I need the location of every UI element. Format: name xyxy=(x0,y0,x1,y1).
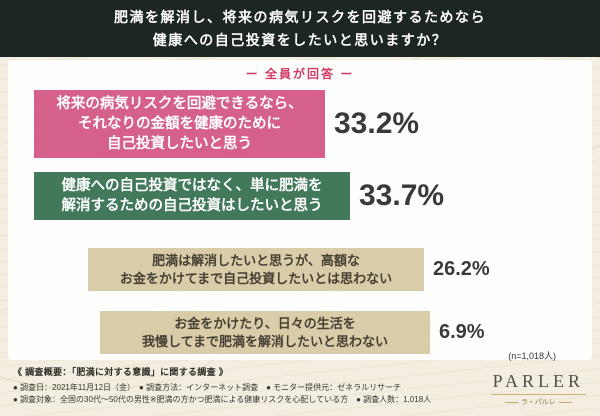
question-line-1: 肥満を解消し、将来の病気リスクを回避するためなら xyxy=(114,9,486,25)
logo-subtitle-text: ラ・パルレ xyxy=(520,399,556,406)
survey-overview-title: 《 調査概要：「肥満に対する意識」に関する調査 》 xyxy=(13,367,229,377)
bar-label-invest-for-health: 将来の病気リスクを回避できるなら、 それなりの金額を健康のために 自己投資したい… xyxy=(34,90,325,158)
chart-row-invest-for-health: 将来の病気リスクを回避できるなら、 それなりの金額を健康のために 自己投資したい… xyxy=(34,90,490,158)
respondent-label: ー 全員が回答 ー xyxy=(245,67,355,81)
bar-value-no-desire-to-slim: 6.9% xyxy=(439,321,485,343)
bar-text-line: お金をかけたり、日々の生活を xyxy=(174,316,356,331)
bar-label-no-expensive-invest: 肥満は解消したいと思うが、高額な お金をかけてまで自己投資したいとは思わない xyxy=(88,248,424,291)
bar-text-line: お金をかけてまで自己投資したいとは思わない xyxy=(119,270,393,286)
survey-notes: 《 調査概要：「肥満に対する意識」に関する調査 》 ● 調査日：2021年11月… xyxy=(13,365,431,406)
logo-rule-left xyxy=(504,401,518,403)
survey-note-line-1: ● 調査日：2021年11月12日（金） ● 調査方法：インターネット調査 ● … xyxy=(13,383,402,392)
bar-label-no-desire-to-slim: お金をかけたり、日々の生活を 我慢してまで肥満を解消したいと思わない xyxy=(100,311,430,354)
bar-text-line: それなりの金額を健康のために xyxy=(78,116,281,132)
bar-text-line: 健康への自己投資ではなく、単に肥満を xyxy=(61,178,323,194)
logo-rule-right xyxy=(558,401,572,403)
question-header: 肥満を解消し、将来の病気リスクを回避するためなら 健康への自己投資をしたいと思い… xyxy=(0,0,600,57)
bar-text-line: 将来の病気リスクを回避できるなら、 xyxy=(56,96,303,112)
chart-row-invest-for-slimming: 健康への自己投資ではなく、単に肥満を 解消するための自己投資はしたいと思う 33… xyxy=(34,172,490,220)
bar-value-invest-for-health: 33.2% xyxy=(334,107,420,140)
parler-logo: PARLER ラ・パルレ xyxy=(490,371,586,407)
bar-value-invest-for-slimming: 33.7% xyxy=(359,179,445,212)
bar-text-line: 自己投資したいと思う xyxy=(107,136,252,152)
bar-label-invest-for-slimming: 健康への自己投資ではなく、単に肥満を 解消するための自己投資はしたいと思う xyxy=(34,172,350,220)
logo-subtitle: ラ・パルレ xyxy=(491,397,586,407)
chart-row-no-desire-to-slim: お金をかけたり、日々の生活を 我慢してまで肥満を解消したいと思わない 6.9% xyxy=(100,311,490,354)
bar-chart: 将来の病気リスクを回避できるなら、 それなりの金額を健康のために 自己投資したい… xyxy=(34,90,490,354)
logo-wordmark: PARLER xyxy=(490,371,586,395)
survey-note-line-2: ● 調査対象：全国の30代～50代の男性※肥満の方かつ肥満による健康リスクを心配… xyxy=(13,395,432,404)
bar-text-line: 解消するための自己投資はしたいと思う xyxy=(61,198,323,214)
bar-value-no-expensive-invest: 26.2% xyxy=(433,258,490,280)
sample-size-label: (n=1,018人) xyxy=(508,351,556,361)
bar-text-line: 我慢してまで肥満を解消したいと思わない xyxy=(142,333,388,349)
bar-text-line: 肥満は解消したいと思うが、高額な xyxy=(152,253,360,268)
chart-row-no-expensive-invest: 肥満は解消したいと思うが、高額な お金をかけてまで自己投資したいとは思わない 2… xyxy=(88,248,490,291)
question-line-2: 健康への自己投資をしたいと思いますか？ xyxy=(152,32,448,48)
